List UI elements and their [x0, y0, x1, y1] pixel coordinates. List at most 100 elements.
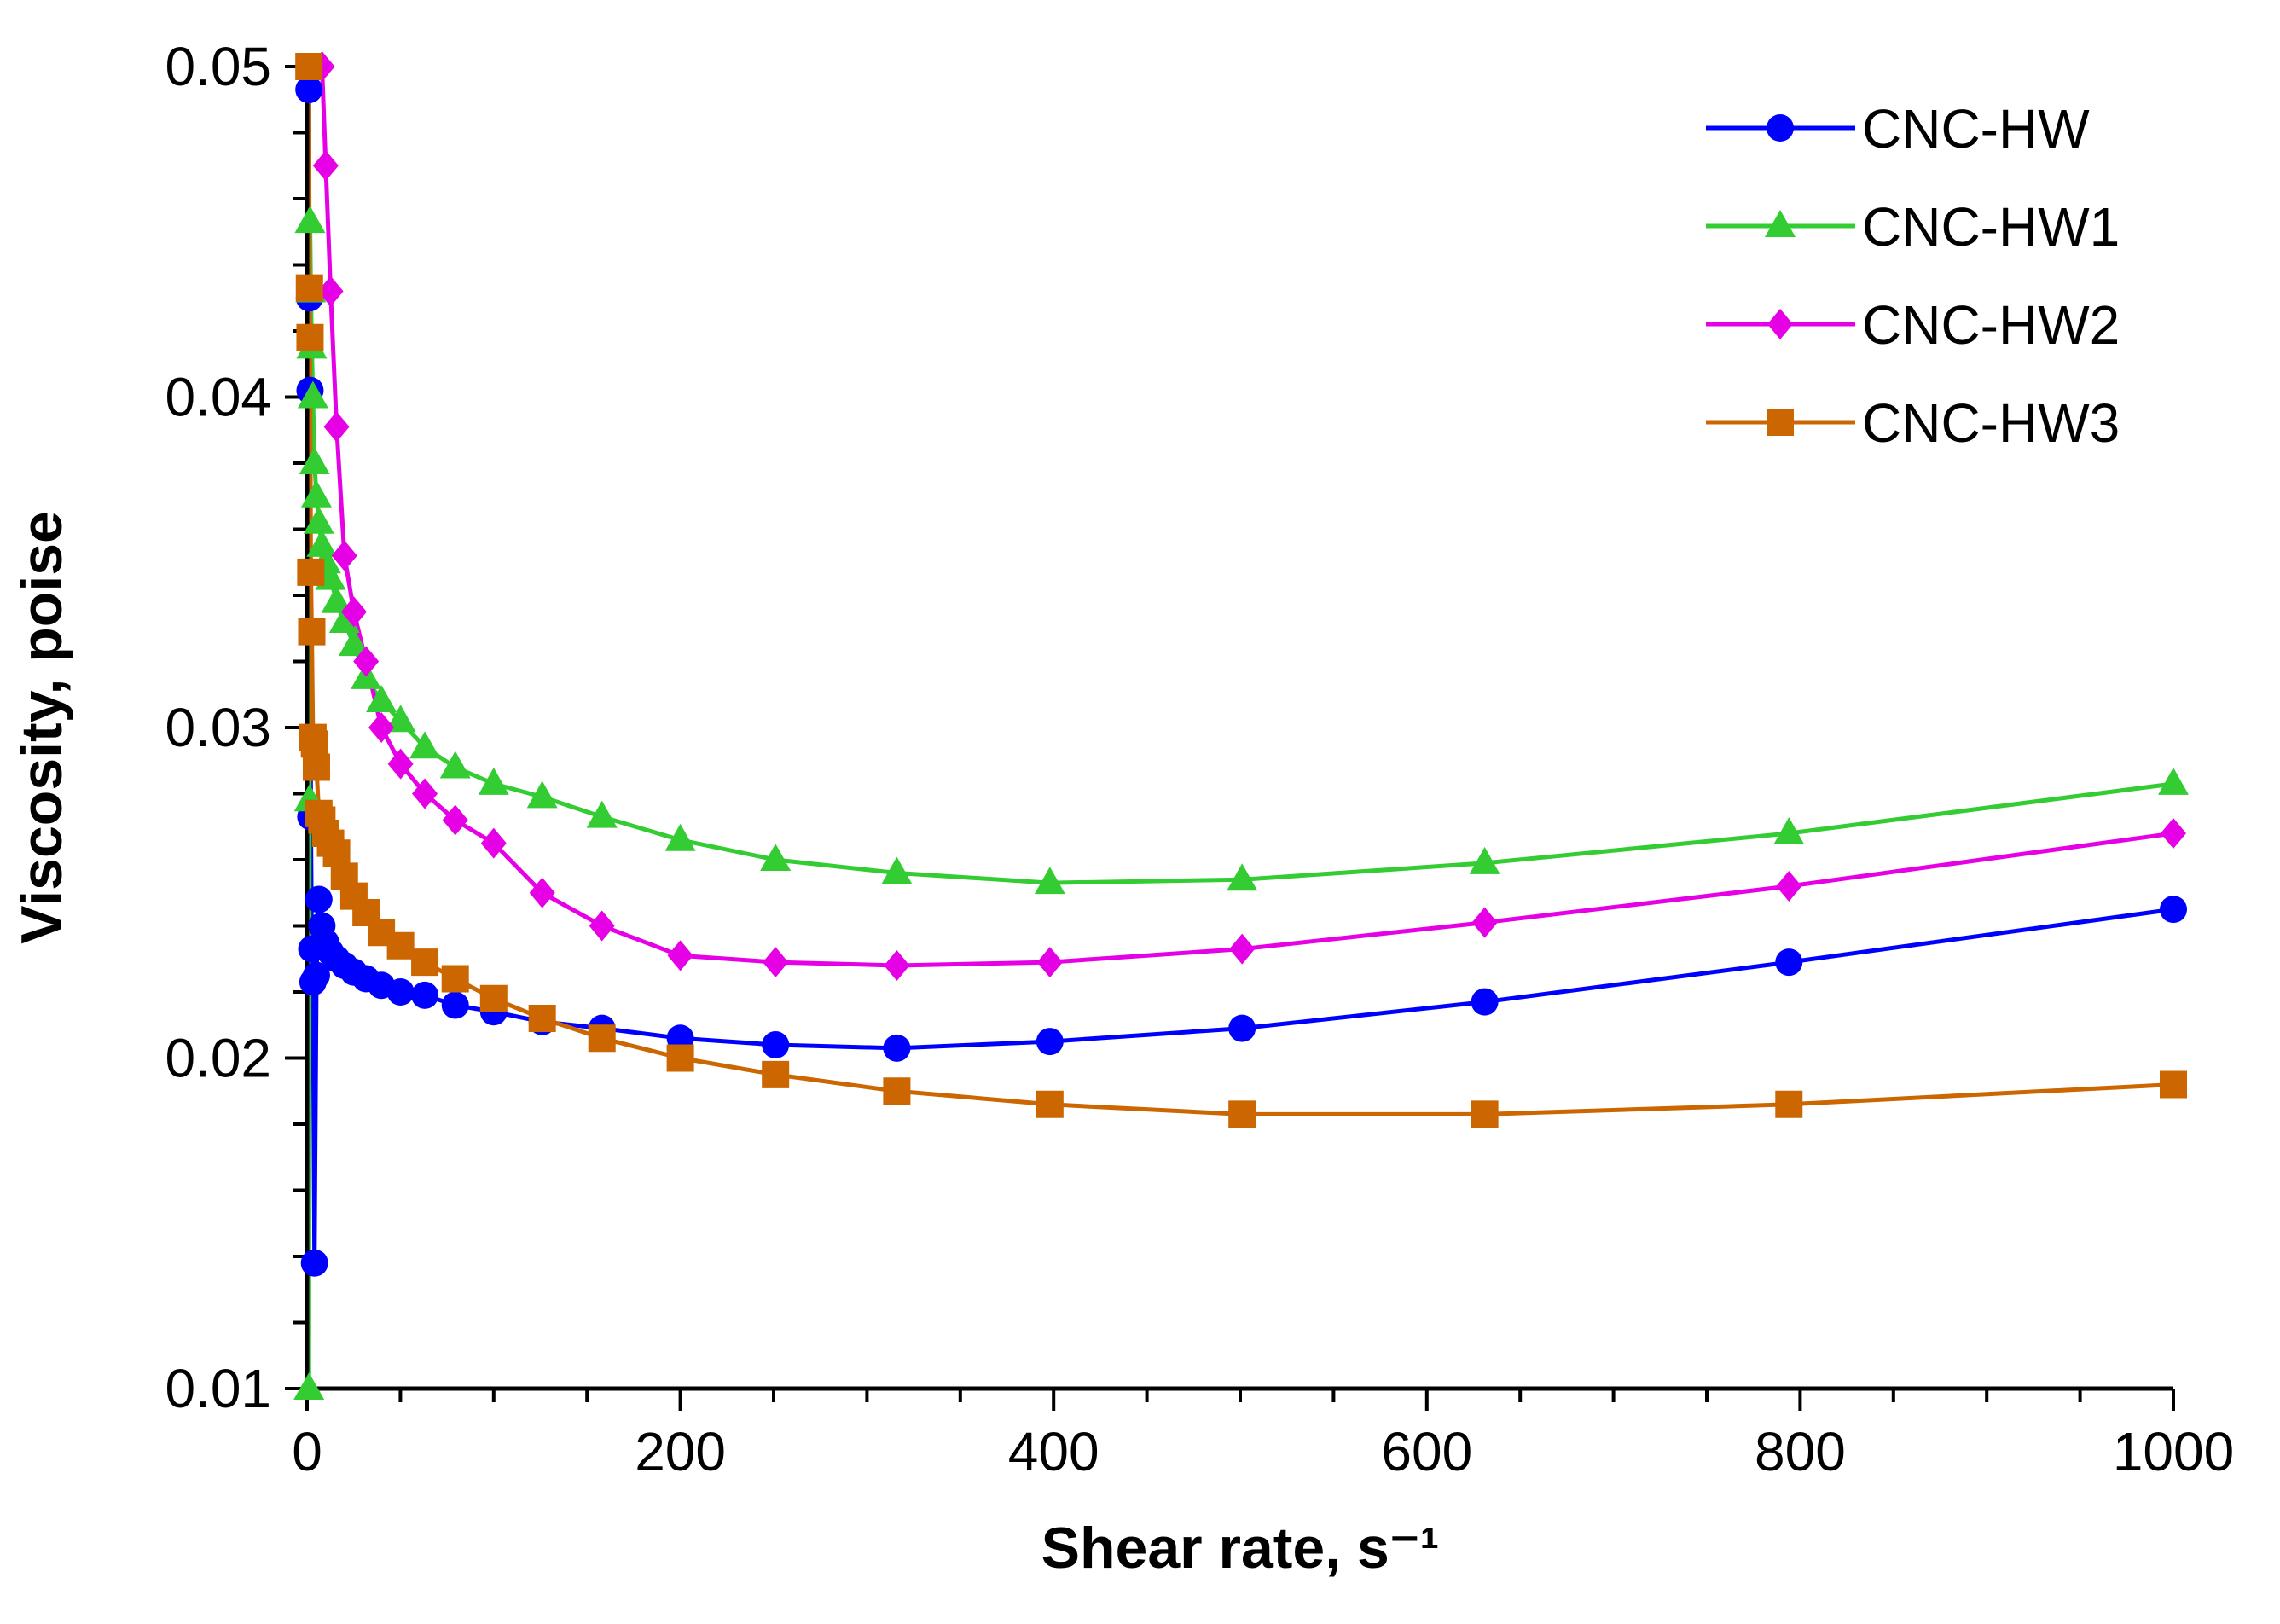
series-cnc-hw1-point — [586, 800, 618, 828]
plot-lines — [306, 66, 2174, 1389]
series-cnc-hw3-point — [1228, 1100, 1256, 1128]
series-cnc-hw-point — [1036, 1028, 1064, 1056]
series-cnc-hw2-point — [317, 276, 344, 307]
series-cnc-hw3-legend-label: CNC-HW3 — [1862, 392, 2120, 454]
x-tick-label: 800 — [1755, 1421, 1846, 1482]
series-cnc-hw3-point — [296, 323, 324, 351]
series-cnc-hw-point — [411, 981, 439, 1009]
series-cnc-hw2-legend-marker — [1767, 309, 1793, 339]
y-tick-label: 0.02 — [165, 1028, 271, 1089]
series-cnc-hw-point — [1775, 948, 1803, 977]
series-cnc-hw3-point — [1775, 1090, 1803, 1118]
series-cnc-hw-legend-label: CNC-HW — [1862, 98, 2090, 160]
series-cnc-hw3-point — [295, 274, 323, 302]
series-cnc-hw1-point — [478, 767, 509, 795]
series-cnc-hw3-point — [386, 931, 415, 960]
series-cnc-hw3-point — [666, 1044, 694, 1072]
series-cnc-hw1-point — [366, 685, 397, 712]
series-cnc-hw1-point — [1227, 863, 1258, 891]
series-cnc-hw2-point — [529, 877, 555, 908]
series-cnc-hw1-legend-marker — [1765, 210, 1796, 237]
series-cnc-hw3-point — [300, 730, 328, 758]
series-cnc-hw2-point — [2161, 818, 2186, 849]
series-cnc-hw-point — [883, 1034, 911, 1062]
series-cnc-hw-point — [762, 1031, 790, 1058]
series-cnc-hw3-point — [322, 839, 351, 867]
series-cnc-hw3-point — [441, 965, 469, 993]
series-cnc-hw-line — [306, 90, 2174, 1266]
series-cnc-hw-point — [1228, 1014, 1256, 1042]
x-tick-label: 600 — [1381, 1421, 1472, 1482]
series-cnc-hw2-legend-label: CNC-HW2 — [1862, 294, 2120, 356]
series-cnc-hw3-point — [298, 618, 326, 646]
x-tick-label: 0 — [292, 1421, 322, 1482]
series-cnc-hw1-legend-label: CNC-HW1 — [1862, 196, 2120, 258]
series-cnc-hw3-point — [1471, 1100, 1499, 1128]
series-cnc-hw1-point — [439, 751, 471, 779]
series-cnc-hw-point — [302, 961, 330, 989]
series-cnc-hw1-point — [664, 823, 696, 851]
series-cnc-hw2-point — [1036, 947, 1063, 978]
series-cnc-hw1-point — [306, 529, 338, 557]
tick-labels: 0 200 400 600 800 1000 0.01 0.02 0.03 0.04 0.05 — [165, 36, 2234, 1482]
series-cnc-hw-point — [1471, 988, 1499, 1016]
x-axis-title: Shear rate, s⁻¹ — [1041, 1516, 1440, 1580]
series-cnc-hw2-point — [442, 804, 468, 836]
axes — [305, 67, 2173, 1391]
series-cnc-hw2-point — [323, 411, 350, 443]
series-cnc-hw1-point — [297, 380, 328, 409]
series-cnc-hw3-point — [588, 1024, 616, 1053]
series-cnc-hw2-line — [320, 66, 2174, 968]
series-cnc-hw-point — [295, 76, 323, 104]
series-cnc-hw1-point — [300, 479, 332, 508]
series-cnc-hw1-point — [1469, 846, 1500, 874]
series-cnc-hw2-point — [340, 596, 367, 628]
series-cnc-hw1-point — [294, 206, 326, 234]
series-cnc-hw3-point — [411, 948, 439, 977]
series-cnc-hw3-point — [883, 1077, 911, 1105]
series-cnc-hw2-point — [1471, 907, 1498, 938]
y-tick-label: 0.03 — [165, 697, 271, 758]
series-cnc-hw3-legend-marker — [1767, 409, 1794, 436]
series-cnc-hw2-point — [387, 748, 414, 780]
series-cnc-hw-point — [386, 978, 415, 1006]
y-tick-label: 0.01 — [165, 1358, 271, 1419]
series-cnc-hw3-point — [297, 558, 325, 586]
series-cnc-hw1-point — [293, 1372, 325, 1400]
series-cnc-hw2-point — [312, 150, 339, 182]
series-cnc-hw1-point — [303, 506, 334, 534]
series-cnc-hw2-point — [1776, 871, 1802, 902]
y-tick-label: 0.05 — [165, 36, 271, 97]
series-cnc-hw1-point — [409, 731, 441, 759]
series-cnc-hw3-point — [479, 984, 508, 1012]
x-tick-label: 200 — [635, 1421, 726, 1482]
series-cnc-hw-point — [2160, 896, 2187, 924]
y-tick-label: 0.04 — [165, 367, 271, 428]
series-cnc-hw-point — [441, 991, 469, 1019]
series-cnc-hw1-point — [526, 780, 558, 809]
legend: CNC-HW CNC-HW1 CNC-HW2 CNC-HW3 — [1706, 98, 2120, 454]
series-cnc-hw2-point — [331, 540, 357, 571]
series-cnc-hw-point — [305, 885, 333, 914]
series-cnc-hw1-point — [299, 447, 330, 474]
series-cnc-hw-point — [300, 1249, 328, 1277]
series-cnc-hw1-point — [338, 629, 369, 657]
series-cnc-hw3-point — [295, 53, 323, 80]
series-cnc-hw3-point — [1036, 1090, 1064, 1118]
series-cnc-hw2-point — [368, 712, 395, 743]
series-cnc-hw1-point — [1034, 867, 1065, 895]
series-cnc-hw2-point — [667, 940, 693, 972]
series-cnc-hw2-point — [480, 827, 507, 859]
ticks — [285, 65, 2175, 1411]
x-tick-label: 400 — [1008, 1421, 1099, 1482]
series-cnc-hw2-point — [884, 950, 910, 981]
series-cnc-hw3-point — [302, 753, 330, 781]
y-axis-title: Viscosity, poise — [9, 511, 74, 944]
series-cnc-hw2-point — [589, 910, 615, 942]
series-cnc-hw-legend-marker — [1767, 114, 1794, 142]
series-cnc-hw2-point — [353, 646, 380, 677]
series-cnc-hw2-point — [763, 947, 789, 978]
series-cnc-hw1-point — [2158, 767, 2189, 795]
series-cnc-hw2-point — [412, 778, 438, 809]
